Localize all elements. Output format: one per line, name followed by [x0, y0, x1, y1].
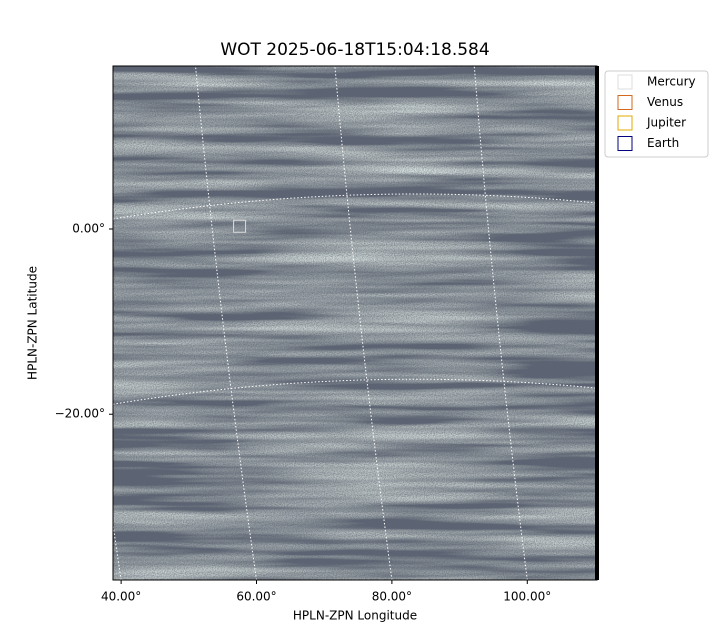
grid-line [113, 521, 122, 580]
x-tick-label: 100.00° [503, 590, 551, 604]
legend-marker [617, 115, 633, 131]
x-tick-label: 80.00° [372, 590, 412, 604]
x-axis-label: HPLN-ZPN Longitude [293, 609, 417, 623]
planet-marker [233, 219, 247, 233]
grid-line [334, 66, 393, 580]
grid-line [113, 378, 597, 405]
legend-label: Mercury [647, 75, 696, 89]
y-tick-label: 0.00° [72, 221, 105, 235]
legend [604, 70, 709, 158]
chart-title: WOT 2025-06-18T15:04:18.584 [220, 40, 489, 60]
image [113, 66, 597, 580]
legend-label: Jupiter [646, 116, 686, 130]
y-tick-label: −20.00° [55, 407, 105, 421]
x-tick-label: 40.00° [101, 590, 141, 604]
y-axis-label: HPLN-ZPN Latitude [26, 266, 40, 380]
legend-marker [617, 136, 633, 151]
legend-label: Earth [647, 136, 679, 150]
legend-label: Venus [647, 95, 683, 109]
grid-line [113, 193, 597, 220]
x-tick-label: 60.00° [236, 590, 276, 604]
legend-marker [617, 74, 633, 90]
grid-line [473, 66, 528, 580]
grid-line [195, 66, 258, 580]
legend-marker [617, 95, 633, 110]
